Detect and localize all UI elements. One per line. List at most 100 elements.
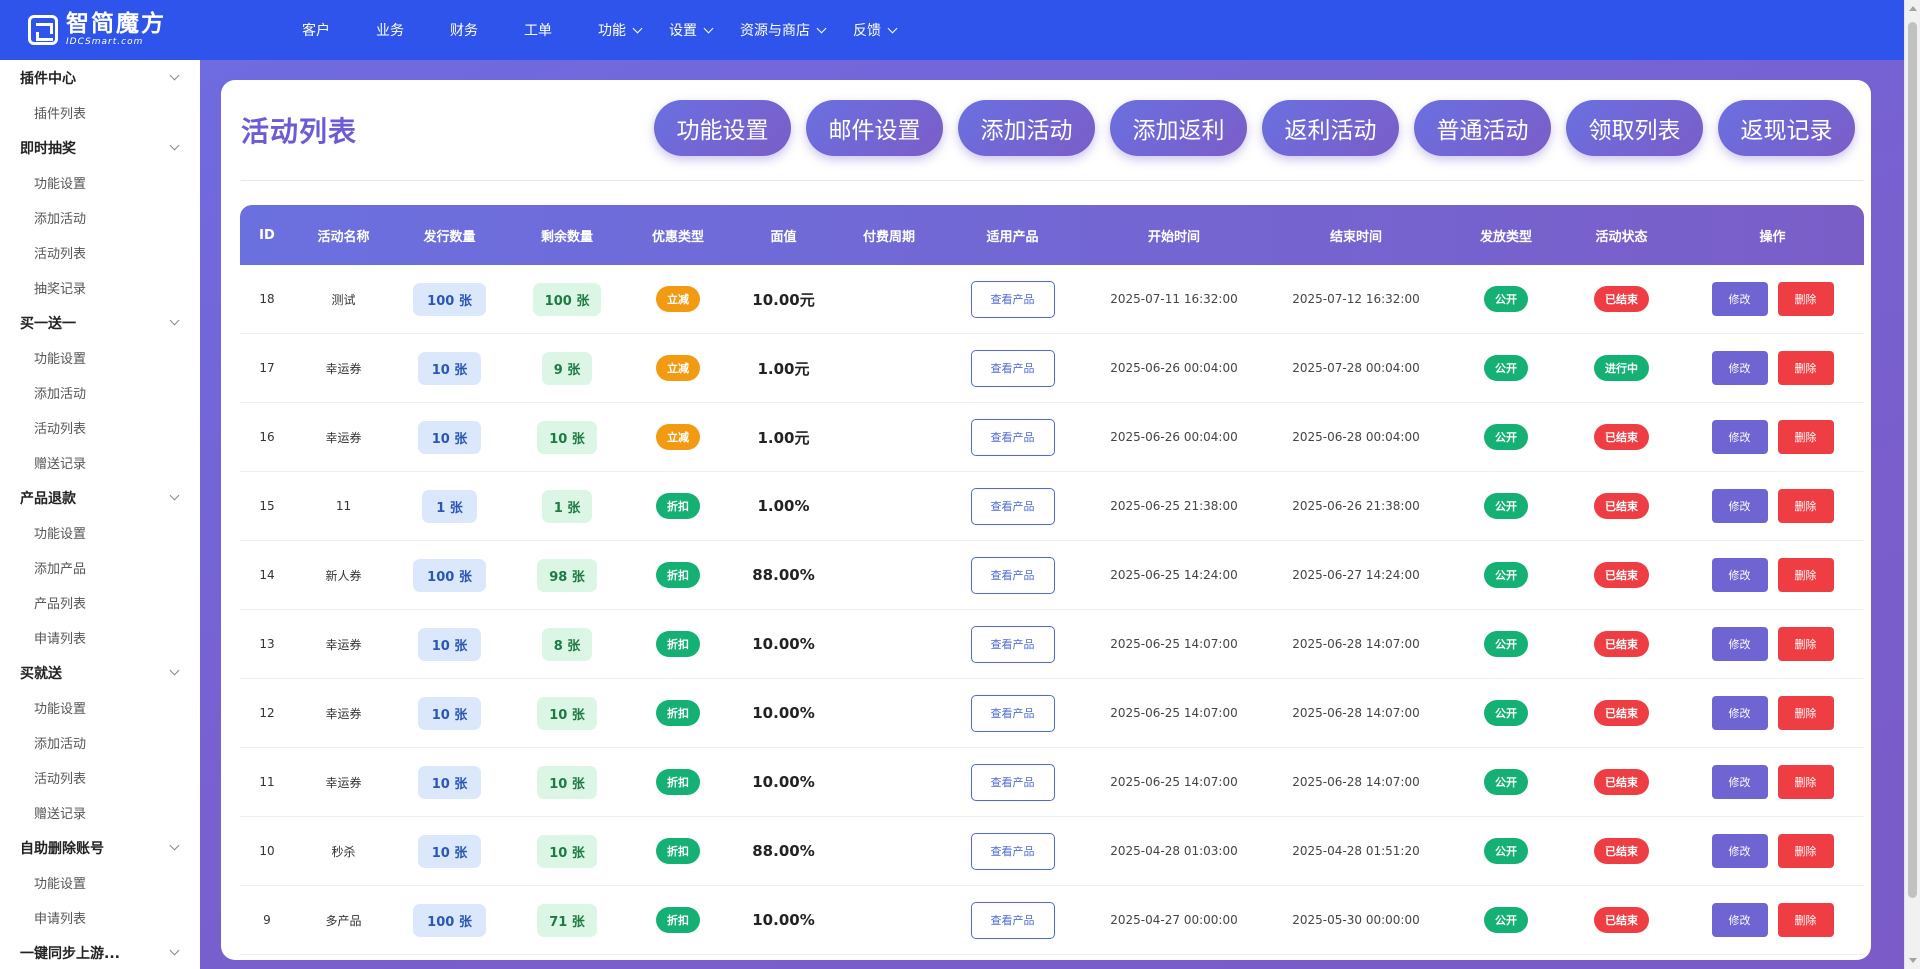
remaining-count: 98 张 <box>537 558 597 592</box>
delete-button[interactable]: 删除 <box>1777 696 1834 730</box>
delete-button[interactable]: 删除 <box>1777 420 1834 454</box>
view-products-button[interactable]: 查看产品 <box>970 280 1055 318</box>
status-badge: 已结束 <box>1594 424 1649 450</box>
main-nav: 客户 业务 财务 工单 功能 设置 资源与商店 反馈 <box>302 20 924 40</box>
scroll-up-icon[interactable] <box>1909 6 1917 11</box>
sidebar-item[interactable]: 抽奖记录 <box>34 282 87 297</box>
sidebar-item[interactable]: 添加产品 <box>34 562 87 577</box>
sidebar-item[interactable]: 活动列表 <box>34 247 87 262</box>
delete-button[interactable]: 删除 <box>1777 282 1834 316</box>
nav-item[interactable]: 设置 <box>669 20 714 40</box>
sidebar-group-header[interactable]: 即时抽奖 <box>0 130 200 165</box>
cell-remaining: 1 张 <box>506 489 628 523</box>
sidebar-item[interactable]: 功能设置 <box>34 527 87 542</box>
sidebar-item[interactable]: 添加活动 <box>34 212 87 227</box>
cell-status: 进行中 <box>1562 355 1681 381</box>
sidebar-group-header[interactable]: 买一送一 <box>0 305 200 340</box>
sidebar-item[interactable]: 赠送记录 <box>34 807 87 822</box>
cell-status: 已结束 <box>1562 700 1681 726</box>
action-button[interactable]: 邮件设置 <box>806 100 943 156</box>
delete-button[interactable]: 删除 <box>1777 558 1834 592</box>
sidebar-group-title: 买就送 <box>20 665 62 682</box>
delete-button[interactable]: 删除 <box>1777 351 1834 385</box>
delete-button[interactable]: 删除 <box>1777 765 1834 799</box>
action-button[interactable]: 功能设置 <box>654 100 791 156</box>
sidebar-item[interactable]: 产品列表 <box>34 597 87 612</box>
table-row: 14 新人券 100 张 98 张 折扣 88.00% 查看产品 2025-06-25 14:… <box>240 541 1864 610</box>
action-button[interactable]: 普通活动 <box>1414 100 1551 156</box>
sidebar-item[interactable]: 功能设置 <box>34 877 87 892</box>
action-button[interactable]: 返利活动 <box>1262 100 1399 156</box>
view-products-button[interactable]: 查看产品 <box>970 556 1055 594</box>
cell-distribution: 公开 <box>1450 424 1562 450</box>
nav-item[interactable]: 财务 <box>450 20 478 40</box>
cell-status: 已结束 <box>1562 838 1681 864</box>
view-products-button[interactable]: 查看产品 <box>970 694 1055 732</box>
sidebar-item[interactable]: 添加活动 <box>34 737 87 752</box>
cell-products: 查看产品 <box>939 280 1086 318</box>
edit-button[interactable]: 修改 <box>1711 420 1768 454</box>
chevron-down-icon <box>169 945 180 956</box>
sidebar-group-header[interactable]: 自助删除账号 <box>0 830 200 865</box>
sidebar-group-header[interactable]: 插件中心 <box>0 60 200 95</box>
delete-button[interactable]: 删除 <box>1777 834 1834 868</box>
view-products-button[interactable]: 查看产品 <box>970 763 1055 801</box>
brand-logo[interactable]: 智简魔方 IDCSmart.com <box>0 0 200 60</box>
view-products-button[interactable]: 查看产品 <box>970 901 1055 939</box>
nav-item[interactable]: 工单 <box>524 20 552 40</box>
nav-item[interactable]: 业务 <box>376 20 404 40</box>
delete-button[interactable]: 删除 <box>1777 903 1834 937</box>
edit-button[interactable]: 修改 <box>1711 903 1768 937</box>
view-products-button[interactable]: 查看产品 <box>970 418 1055 456</box>
edit-button[interactable]: 修改 <box>1711 489 1768 523</box>
sidebar-item[interactable]: 申请列表 <box>34 632 87 647</box>
sidebar-item[interactable]: 功能设置 <box>34 702 87 717</box>
nav-item[interactable]: 反馈 <box>853 20 898 40</box>
nav-item[interactable]: 客户 <box>302 20 330 40</box>
view-products-button[interactable]: 查看产品 <box>970 349 1055 387</box>
cell-end-time: 2025-07-12 16:32:00 <box>1292 292 1420 306</box>
nav-item[interactable]: 功能 <box>598 20 643 40</box>
table-row: 9 多产品 100 张 71 张 折扣 10.00% 查看产品 2025-04-27 00:0… <box>240 886 1864 955</box>
scroll-down-icon[interactable] <box>1909 958 1917 963</box>
sidebar-item[interactable]: 申请列表 <box>34 912 87 927</box>
distribution-badge: 公开 <box>1484 493 1528 519</box>
action-button[interactable]: 添加返利 <box>1110 100 1247 156</box>
edit-button[interactable]: 修改 <box>1711 834 1768 868</box>
sidebar-group-header[interactable]: 产品退款 <box>0 480 200 515</box>
sidebar-item[interactable]: 插件列表 <box>34 107 87 122</box>
action-button[interactable]: 领取列表 <box>1566 100 1703 156</box>
sidebar-group-header[interactable]: 买就送 <box>0 655 200 690</box>
nav-item[interactable]: 资源与商店 <box>740 20 827 40</box>
edit-button[interactable]: 修改 <box>1711 282 1768 316</box>
sidebar-group-header[interactable]: 一键同步上游... <box>0 935 200 969</box>
delete-button[interactable]: 删除 <box>1777 489 1834 523</box>
cell-name: 幸运券 <box>325 637 362 652</box>
scroll-thumb[interactable] <box>1908 22 1917 898</box>
sidebar-item[interactable]: 功能设置 <box>34 177 87 192</box>
cell-end-time: 2025-06-28 14:07:00 <box>1292 637 1420 651</box>
sidebar-item[interactable]: 赠送记录 <box>34 457 87 472</box>
cell-name: 新人券 <box>325 568 362 583</box>
cell-name: 秒杀 <box>331 844 356 859</box>
sidebar-item[interactable]: 活动列表 <box>34 422 87 437</box>
edit-button[interactable]: 修改 <box>1711 558 1768 592</box>
view-products-button[interactable]: 查看产品 <box>970 625 1055 663</box>
nav-item-label: 工单 <box>524 23 552 39</box>
edit-button[interactable]: 修改 <box>1711 696 1768 730</box>
sidebar-item[interactable]: 添加活动 <box>34 387 87 402</box>
sidebar-item[interactable]: 功能设置 <box>34 352 87 367</box>
sidebar-item[interactable]: 活动列表 <box>34 772 87 787</box>
action-button[interactable]: 返现记录 <box>1718 100 1855 156</box>
view-products-button[interactable]: 查看产品 <box>970 832 1055 870</box>
delete-button[interactable]: 删除 <box>1777 627 1834 661</box>
chevron-down-icon <box>169 840 180 851</box>
page-scrollbar[interactable] <box>1904 0 1920 969</box>
edit-button[interactable]: 修改 <box>1711 351 1768 385</box>
edit-button[interactable]: 修改 <box>1711 765 1768 799</box>
action-button[interactable]: 添加活动 <box>958 100 1095 156</box>
view-products-button[interactable]: 查看产品 <box>970 487 1055 525</box>
edit-button[interactable]: 修改 <box>1711 627 1768 661</box>
cell-remaining: 10 张 <box>506 765 628 799</box>
cell-products: 查看产品 <box>939 763 1086 801</box>
